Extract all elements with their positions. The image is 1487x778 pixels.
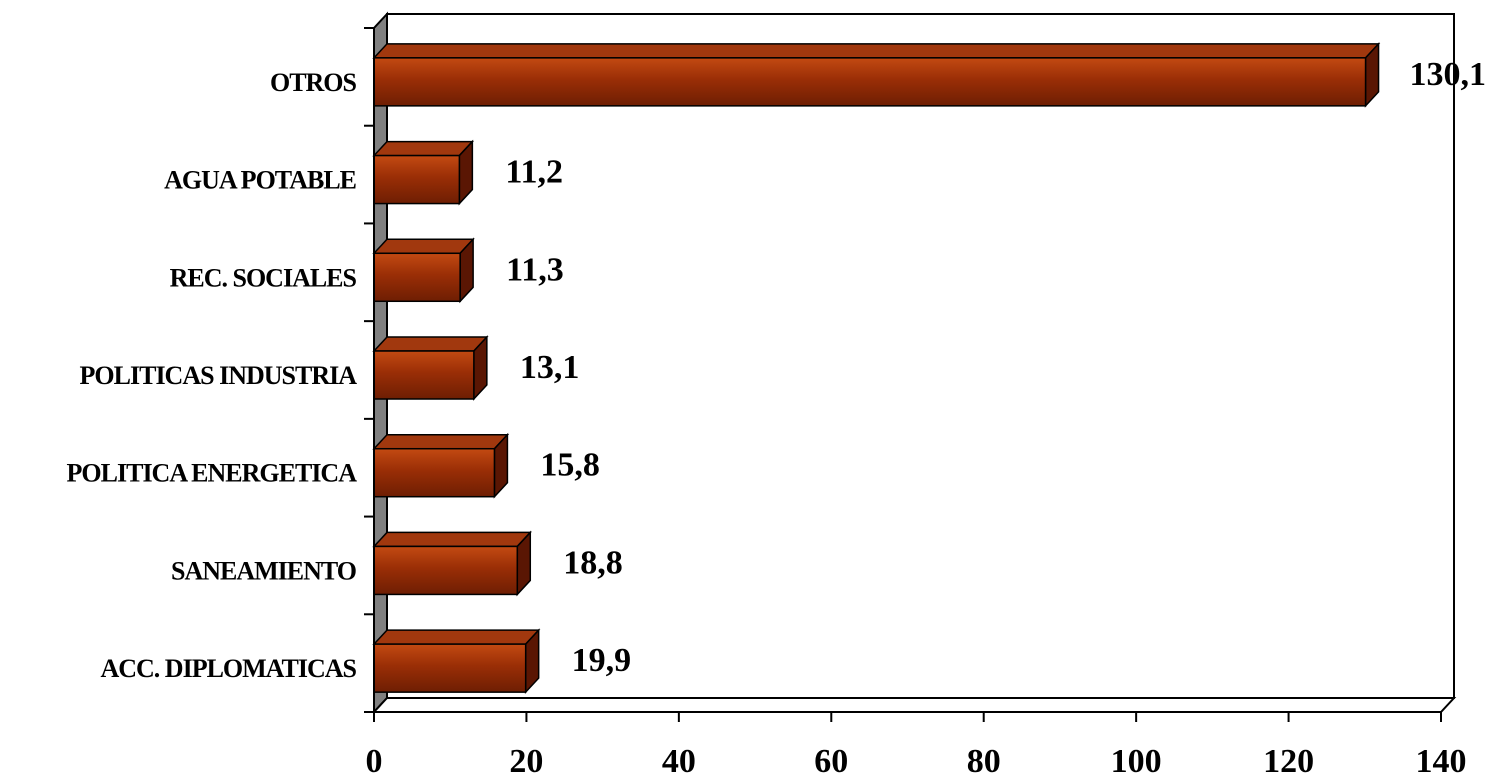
bar-top-face xyxy=(372,433,510,450)
bar-front-face xyxy=(373,545,519,596)
bar-top-face xyxy=(372,629,541,645)
bar-front-face xyxy=(373,252,461,303)
x-tick-label: 120 xyxy=(1263,743,1314,778)
axes xyxy=(364,27,1442,722)
bar-front-face xyxy=(373,447,496,498)
bar-top-face xyxy=(372,336,489,352)
bar-politicas-industria xyxy=(372,335,489,401)
data-label: 18,8 xyxy=(563,544,623,581)
data-label: 15,8 xyxy=(540,447,600,484)
labels: ACC. DIPLOMATICAS 19,9 SANEAMIENTO 18,8 POLI… xyxy=(67,56,1486,778)
category-label: SANEAMIENTO xyxy=(171,556,356,585)
plot-back-wall xyxy=(386,13,1455,699)
floor-plane xyxy=(371,697,1457,713)
data-label: 13,1 xyxy=(520,349,580,386)
category-label: ACC. DIPLOMATICAS xyxy=(100,654,356,683)
bar-otros xyxy=(372,41,1381,108)
x-tick-label: 140 xyxy=(1416,743,1467,778)
bar-front-face xyxy=(373,154,461,205)
x-tick-label: 40 xyxy=(662,743,696,778)
x-tick-label: 60 xyxy=(814,743,848,778)
category-label: REC. SOCIALES xyxy=(170,263,357,292)
x-tick-label: 0 xyxy=(366,743,383,778)
category-label: AGUA POTABLE xyxy=(164,166,357,195)
bar-top-face xyxy=(372,238,475,255)
x-tick-label: 20 xyxy=(509,743,543,778)
bar-front-face xyxy=(373,643,527,693)
data-label: 19,9 xyxy=(572,642,632,679)
bar-rec-sociales xyxy=(372,237,475,304)
category-label: POLITICA ENERGETICA xyxy=(67,459,358,488)
data-label: 11,2 xyxy=(505,154,563,191)
bars xyxy=(372,41,1381,695)
bar-saneamiento xyxy=(372,530,533,597)
x-tick-label: 80 xyxy=(967,743,1001,778)
data-label: 11,3 xyxy=(506,251,564,288)
data-label: 130,1 xyxy=(1410,56,1487,93)
category-label: OTROS xyxy=(270,68,357,97)
bar-agua-potable xyxy=(372,139,475,206)
bar-top-face xyxy=(372,140,475,157)
category-label: POLITICAS INDUSTRIA xyxy=(80,361,358,390)
bar-front-face xyxy=(373,57,1367,107)
bar-top-face xyxy=(372,531,533,548)
bar-acc-diplomaticas xyxy=(372,628,541,695)
bar-politica-energetica xyxy=(372,432,510,499)
bar-front-face xyxy=(373,350,475,400)
x-tick-label: 100 xyxy=(1111,743,1162,778)
bar-top-face xyxy=(372,43,1381,59)
